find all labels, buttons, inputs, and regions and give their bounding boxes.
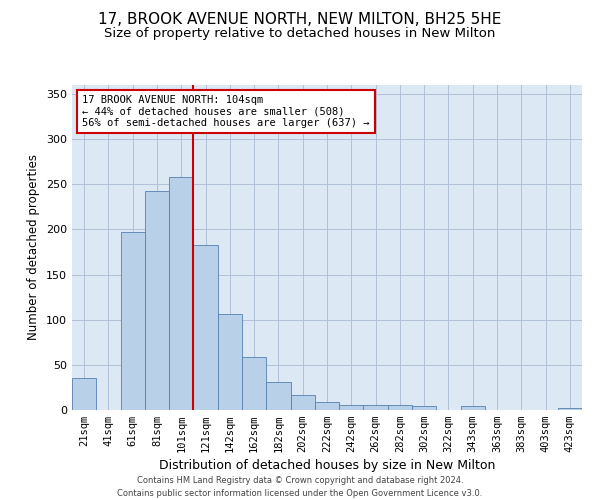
Bar bbox=[121, 232, 145, 410]
Bar bbox=[72, 378, 96, 410]
Text: Size of property relative to detached houses in New Milton: Size of property relative to detached ho… bbox=[104, 28, 496, 40]
Bar bbox=[339, 406, 364, 410]
X-axis label: Distribution of detached houses by size in New Milton: Distribution of detached houses by size … bbox=[159, 460, 495, 472]
Bar bbox=[193, 245, 218, 410]
Bar bbox=[364, 404, 388, 410]
Bar bbox=[461, 406, 485, 410]
Bar bbox=[145, 190, 169, 410]
Bar bbox=[290, 394, 315, 410]
Bar bbox=[388, 406, 412, 410]
Bar bbox=[266, 382, 290, 410]
Text: 17, BROOK AVENUE NORTH, NEW MILTON, BH25 5HE: 17, BROOK AVENUE NORTH, NEW MILTON, BH25… bbox=[98, 12, 502, 28]
Text: Contains HM Land Registry data © Crown copyright and database right 2024.
Contai: Contains HM Land Registry data © Crown c… bbox=[118, 476, 482, 498]
Bar bbox=[412, 406, 436, 410]
Bar bbox=[315, 402, 339, 410]
Bar bbox=[218, 314, 242, 410]
Bar bbox=[242, 356, 266, 410]
Bar bbox=[169, 177, 193, 410]
Y-axis label: Number of detached properties: Number of detached properties bbox=[28, 154, 40, 340]
Bar bbox=[558, 408, 582, 410]
Text: 17 BROOK AVENUE NORTH: 104sqm
← 44% of detached houses are smaller (508)
56% of : 17 BROOK AVENUE NORTH: 104sqm ← 44% of d… bbox=[82, 94, 370, 128]
